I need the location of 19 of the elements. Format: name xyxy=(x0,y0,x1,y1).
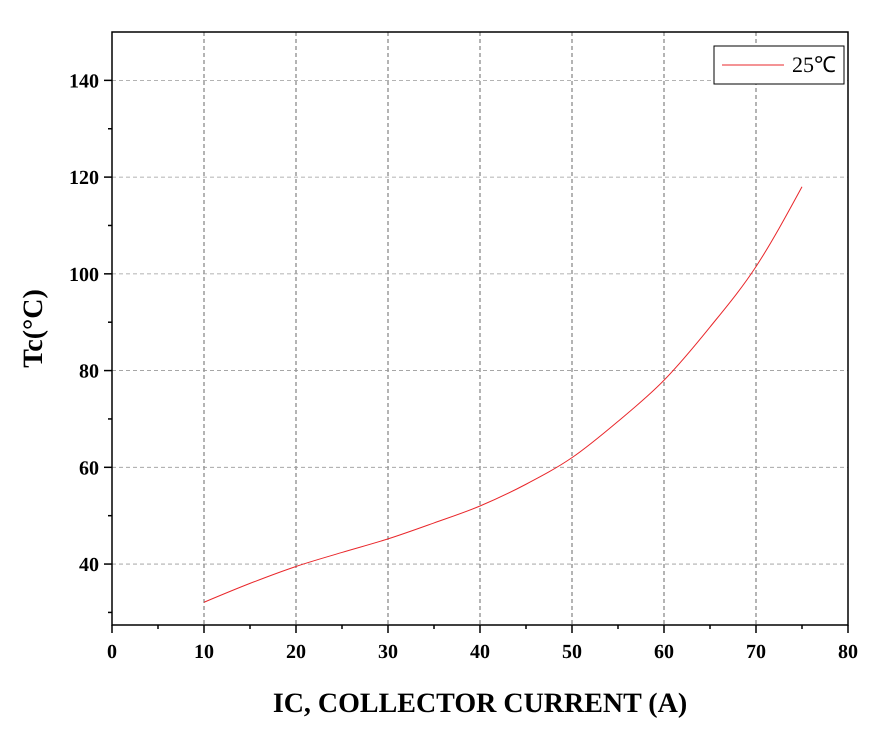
y-tick-label: 40 xyxy=(79,554,99,576)
legend-label: 25℃ xyxy=(792,52,836,77)
x-tick-label: 60 xyxy=(654,641,674,663)
x-tick-label: 20 xyxy=(286,641,306,663)
x-axis-title: IC, COLLECTOR CURRENT (A) xyxy=(272,688,688,719)
x-tick-label: 70 xyxy=(746,641,766,663)
y-tick-label: 120 xyxy=(69,167,99,190)
x-tick-label: 30 xyxy=(378,641,398,663)
line-series xyxy=(204,186,802,603)
y-tick-label: 140 xyxy=(69,70,99,92)
y-axis-title: Tc(°C) xyxy=(18,289,49,368)
x-tick-label: 0 xyxy=(107,641,117,663)
y-tick-label: 60 xyxy=(79,457,99,480)
x-tick-label: 10 xyxy=(194,641,214,663)
x-tick-label: 50 xyxy=(562,641,582,663)
y-tick-label: 80 xyxy=(79,360,99,383)
x-tick-label: 40 xyxy=(470,641,490,663)
x-tick-label: 80 xyxy=(838,641,858,663)
y-tick-label: 100 xyxy=(69,264,99,286)
